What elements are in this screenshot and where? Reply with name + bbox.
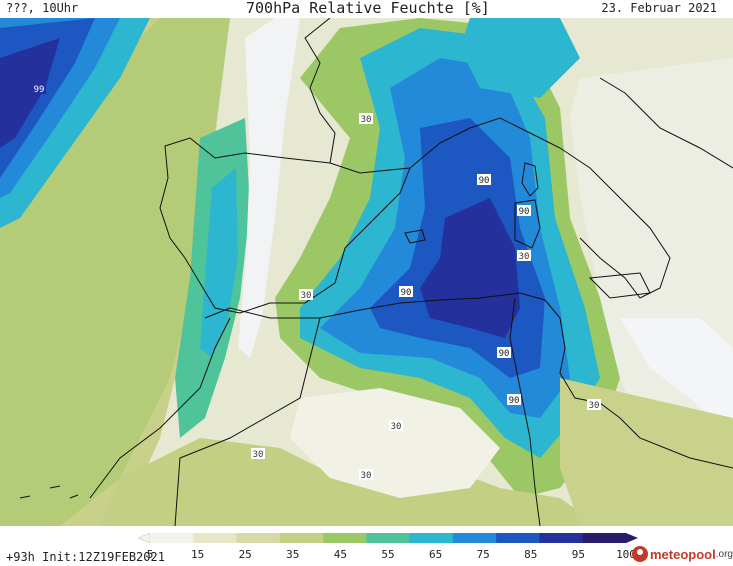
svg-text:30: 30	[519, 252, 530, 262]
legend-tick-label: 75	[476, 548, 490, 561]
forecast-time-label: ???, 10Uhr	[6, 1, 79, 15]
map-title: 700hPa Relative Feuchte [%]	[246, 0, 490, 17]
svg-text:90: 90	[479, 176, 490, 186]
contour-label: 90	[517, 205, 531, 217]
legend-tick-label: 25	[238, 548, 252, 561]
brand-name: meteopool	[650, 546, 716, 562]
legend-swatch	[150, 533, 194, 543]
canary-islands	[19, 485, 79, 499]
svg-text:90: 90	[509, 396, 520, 406]
svg-text:30: 30	[253, 450, 264, 460]
moisture-nw-core	[0, 38, 60, 148]
tunisia-border	[509, 297, 541, 526]
contour-label: 30	[359, 469, 373, 481]
brand-logo[interactable]: meteopool .org	[632, 546, 733, 562]
legend-swatch	[496, 533, 540, 543]
svg-text:30: 30	[589, 401, 600, 411]
contour-label: 30	[251, 448, 265, 460]
coastlines	[19, 18, 733, 526]
sardinia	[514, 199, 541, 249]
legend-tick-label: 45	[333, 548, 348, 561]
legend-tick-label: 100	[616, 548, 636, 561]
corsica	[521, 162, 539, 197]
legend-bar	[137, 532, 638, 544]
svg-text:30: 30	[361, 471, 372, 481]
svg-text:30: 30	[391, 422, 402, 432]
legend-swatch	[279, 533, 324, 543]
color-legend: 5 15 25 35 45 55 65 75 85 95 100	[137, 530, 638, 561]
italy-coast	[539, 137, 671, 299]
header-bar: ???, 10Uhr 700hPa Relative Feuchte [%] 2…	[0, 0, 733, 18]
legend-swatch	[539, 533, 584, 543]
legend-tick-label: 35	[286, 548, 300, 561]
contour-label: 30	[389, 420, 403, 432]
iberia-coast	[159, 137, 411, 314]
forecast-date: 23. Februar 2021	[601, 1, 717, 15]
init-time-label: +93h Init:12Z19FEB2021	[6, 550, 165, 564]
svg-text:90: 90	[401, 288, 412, 298]
south-east-land	[560, 378, 733, 526]
legend-tick-label: 95	[571, 548, 586, 561]
contour-labels: 99 30 90 90 30 90 30 90 90 30 30 30 30	[32, 83, 601, 481]
legend-arrow-left	[137, 532, 151, 544]
dry-corridor	[238, 18, 300, 358]
svg-text:90: 90	[499, 349, 510, 359]
contour-label: 90	[497, 347, 511, 359]
south-light	[290, 388, 500, 498]
france-med-coast	[409, 117, 541, 169]
humidity-map: 99 30 90 90 30 90 30 90 90 30 30 30 30	[0, 18, 733, 526]
contour-label: 30	[359, 113, 373, 125]
italy-adriatic	[599, 77, 733, 169]
brand-suffix: .org	[715, 548, 733, 560]
sicily	[588, 272, 651, 299]
legend-swatch	[366, 533, 411, 543]
contour-label: 99	[32, 83, 46, 95]
morocco-border	[89, 317, 231, 499]
legend-swatch	[452, 533, 497, 543]
moisture-alps	[460, 18, 580, 98]
legend-swatches	[150, 533, 627, 543]
legend-tick-label: 55	[381, 548, 395, 561]
meteopool-icon	[632, 546, 648, 562]
svg-text:90: 90	[519, 207, 530, 217]
legend-swatch	[409, 533, 454, 543]
legend-tick-label: 5	[146, 548, 154, 561]
legend-swatch	[582, 533, 627, 543]
legend-swatch	[323, 533, 367, 543]
legend-tick-label: 85	[524, 548, 538, 561]
legend-swatch	[236, 533, 281, 543]
contour-label: 90	[399, 286, 413, 298]
contour-label: 90	[477, 174, 491, 186]
footer-bar: 5 15 25 35 45 55 65 75 85 95 100 +93h Init:12Z19FE…	[0, 526, 733, 566]
algeria-border	[174, 317, 321, 526]
contour-label: 30	[517, 250, 531, 262]
legend-arrow-right	[626, 533, 638, 543]
svg-text:99: 99	[34, 85, 45, 95]
legend-tick-label: 65	[428, 548, 443, 561]
balearic	[404, 229, 426, 244]
contour-label: 30	[299, 289, 313, 301]
legend-swatch	[193, 533, 238, 543]
dry-east-white	[620, 318, 733, 438]
legend-tick-label: 15	[190, 548, 205, 561]
contour-label: 30	[587, 399, 601, 411]
moisture-central-core	[420, 198, 520, 338]
svg-text:30: 30	[301, 291, 312, 301]
france-coast	[304, 18, 336, 164]
contour-label: 90	[507, 394, 521, 406]
svg-text:30: 30	[361, 115, 372, 125]
